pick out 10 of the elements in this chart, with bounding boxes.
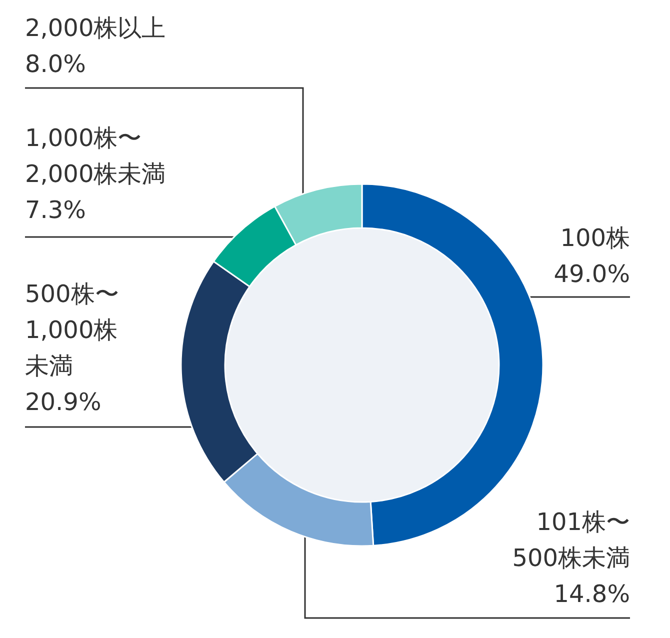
data-label: 14.8%: [554, 580, 630, 608]
slice-label: 101株〜500株未満: [512, 508, 630, 572]
data-label: 7.3%: [25, 196, 86, 224]
slice-label: 1,000株〜2,000株未満: [25, 124, 166, 188]
data-label: 49.0%: [554, 260, 630, 288]
slice-label: 500株〜1,000株未満: [25, 280, 119, 380]
slice-label: 100株: [560, 224, 630, 252]
data-label: 20.9%: [25, 388, 102, 416]
data-label: 8.0%: [25, 50, 86, 78]
slice-label: 2,000株以上: [25, 14, 166, 42]
